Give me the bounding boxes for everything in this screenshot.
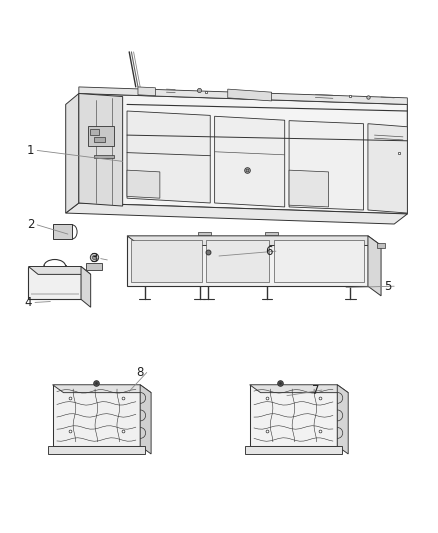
Polygon shape [206,240,269,282]
Text: 8: 8 [137,366,144,379]
Polygon shape [28,266,91,274]
Polygon shape [215,116,285,207]
Polygon shape [90,128,99,135]
Polygon shape [48,446,145,454]
Polygon shape [53,385,140,446]
Polygon shape [337,385,348,454]
Text: 7: 7 [311,384,319,397]
Polygon shape [79,93,407,214]
Text: 3: 3 [91,252,98,265]
Polygon shape [127,236,368,286]
Text: 1: 1 [27,144,35,157]
Polygon shape [289,120,364,210]
Polygon shape [274,240,364,282]
Polygon shape [140,385,151,454]
Polygon shape [53,224,72,239]
Text: 2: 2 [27,219,35,231]
Text: 6: 6 [265,245,273,257]
Polygon shape [53,385,151,393]
Polygon shape [66,203,407,224]
Polygon shape [245,446,342,454]
Polygon shape [228,89,272,101]
Polygon shape [79,87,407,104]
Polygon shape [131,240,202,282]
Polygon shape [79,93,123,206]
Polygon shape [86,263,102,270]
Polygon shape [94,138,105,142]
Polygon shape [198,232,211,235]
Polygon shape [250,385,337,446]
Polygon shape [265,232,278,235]
Polygon shape [94,155,114,158]
Text: 4: 4 [25,296,32,309]
Polygon shape [368,124,407,213]
Polygon shape [368,236,381,296]
Polygon shape [127,170,160,198]
Polygon shape [88,126,114,146]
Polygon shape [138,87,155,96]
Polygon shape [127,236,381,246]
Text: 5: 5 [384,280,391,293]
Polygon shape [250,385,348,393]
Polygon shape [377,243,385,248]
Polygon shape [127,111,210,203]
Polygon shape [66,93,79,213]
Polygon shape [31,293,79,295]
Polygon shape [28,266,81,300]
Polygon shape [81,266,91,307]
Polygon shape [289,170,328,207]
